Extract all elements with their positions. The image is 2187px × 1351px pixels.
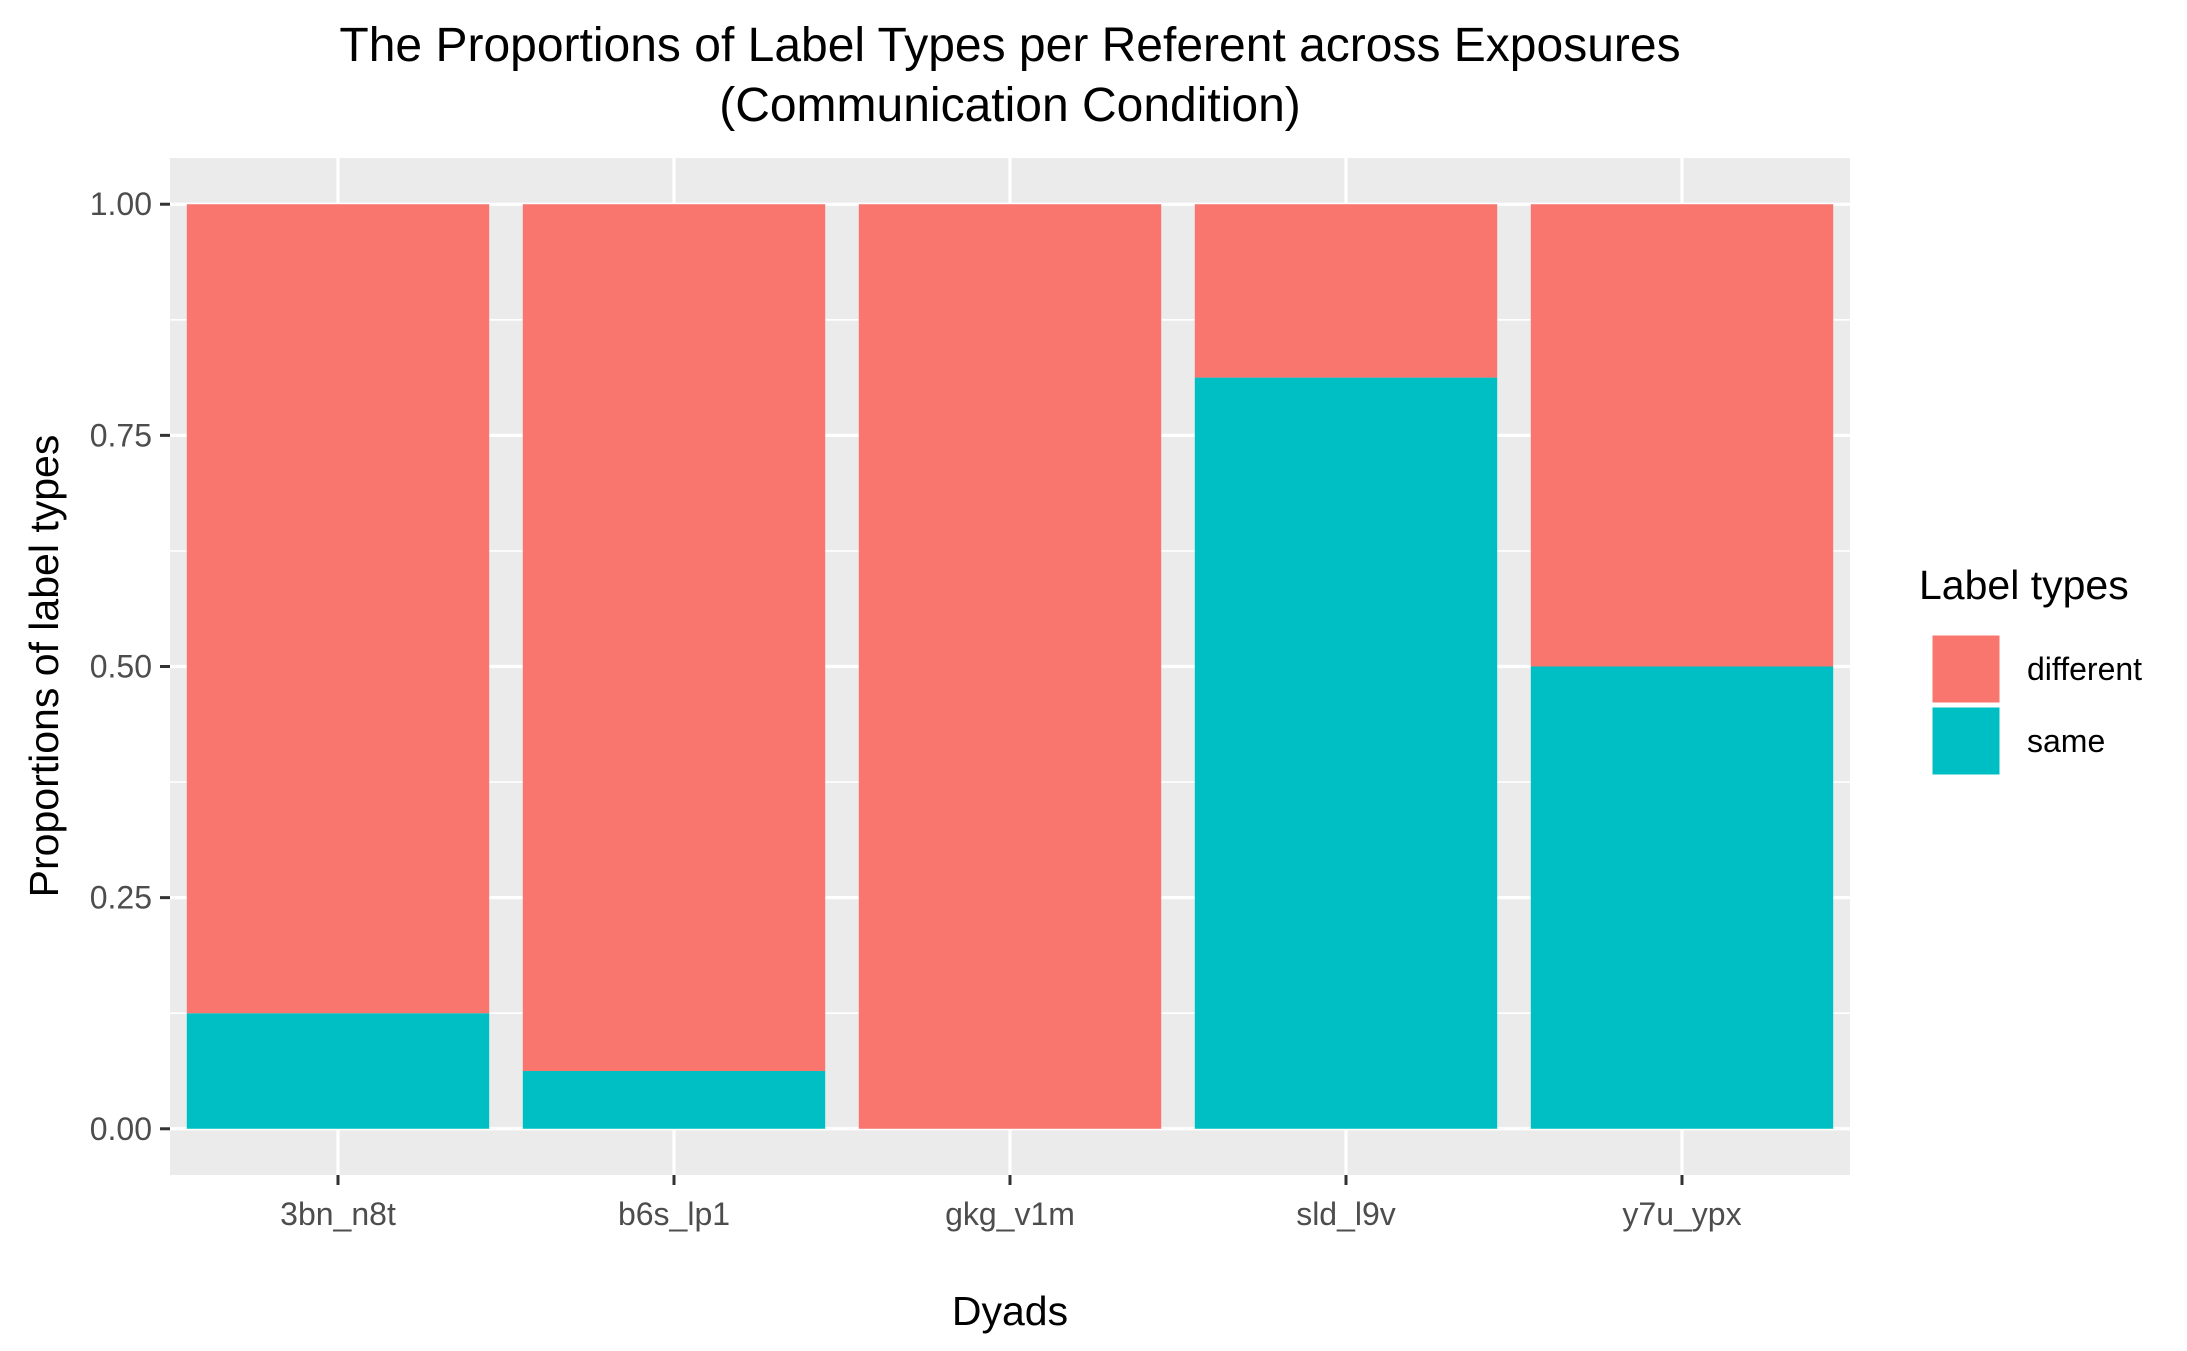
x-tick-label: sld_l9v: [1296, 1196, 1396, 1232]
bar-different: [522, 204, 826, 1071]
legend-label: same: [2027, 723, 2105, 759]
bar-different: [186, 204, 490, 1014]
y-tick-label: 0.75: [90, 417, 152, 453]
bar-same: [522, 1070, 826, 1129]
chart-title: The Proportions of Label Types per Refer…: [339, 19, 1680, 72]
x-tick-label: y7u_ypx: [1622, 1196, 1741, 1232]
chart-subtitle: (Communication Condition): [719, 79, 1301, 132]
y-tick-label: 1.00: [90, 186, 152, 222]
legend-label: different: [2027, 651, 2142, 687]
bar-same: [1530, 666, 1834, 1129]
bar-same: [1194, 377, 1498, 1129]
x-tick-label: 3bn_n8t: [280, 1196, 396, 1232]
axis-ticks: 0.00 0.25 0.50 0.75 1.00 3bn_n8t b6s_lp1 gkg_v1…: [90, 186, 1742, 1232]
bar-same: [186, 1013, 490, 1129]
y-tick-label: 0.50: [90, 649, 152, 685]
y-axis-title: Proportions of label types: [21, 435, 67, 898]
legend-title: Label types: [1919, 562, 2129, 608]
bar-different: [858, 204, 1162, 1129]
bar-different: [1194, 204, 1498, 378]
x-tick-label: b6s_lp1: [618, 1196, 730, 1232]
y-tick-label: 0.00: [90, 1111, 152, 1147]
y-tick-label: 0.25: [90, 880, 152, 916]
legend-key-different: [1929, 632, 2003, 706]
legend-key-same: [1929, 704, 2003, 778]
bars: [186, 204, 1834, 1129]
legend: Label types different same: [1919, 562, 2142, 778]
bar-different: [1530, 204, 1834, 667]
x-tick-label: gkg_v1m: [945, 1196, 1075, 1232]
x-axis-title: Dyads: [952, 1288, 1068, 1334]
